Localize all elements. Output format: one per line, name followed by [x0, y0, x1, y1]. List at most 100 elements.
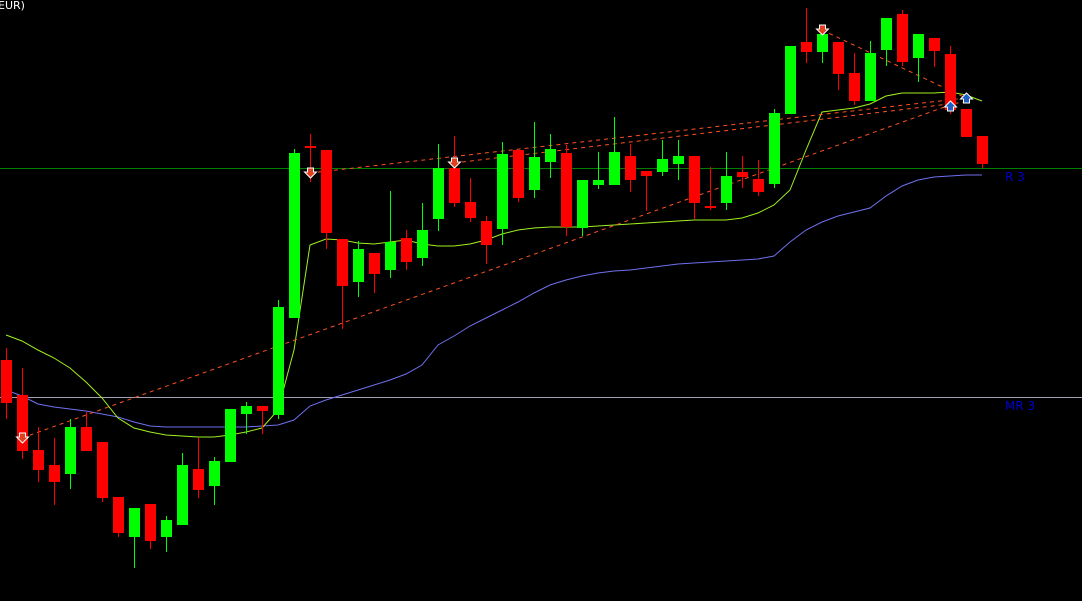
candle-body	[865, 53, 876, 101]
candle-bullish	[161, 516, 172, 552]
candle-body	[385, 242, 396, 270]
candle-body	[161, 520, 172, 537]
candle-body	[81, 427, 92, 451]
arrow-down-icon	[15, 432, 30, 444]
candle-body	[801, 42, 812, 52]
candle-bullish	[129, 508, 140, 568]
candle-bullish	[417, 203, 428, 266]
candle-body	[945, 54, 956, 110]
candle-bearish	[145, 504, 156, 549]
candle-bullish	[673, 140, 684, 180]
candle-bearish	[369, 253, 380, 293]
candle-bearish	[113, 497, 124, 537]
candle-body	[417, 230, 428, 258]
candle-body	[17, 395, 28, 451]
candle-bullish	[289, 149, 300, 318]
candle-body	[305, 146, 316, 148]
candle-bearish	[705, 167, 716, 210]
arrow-up-icon	[959, 92, 974, 104]
candle-bullish	[497, 142, 508, 245]
arrow-down-icon	[303, 167, 318, 179]
candle-body	[353, 249, 364, 282]
candle-body	[913, 34, 924, 58]
candle-bearish	[561, 145, 572, 236]
candle-body	[113, 497, 124, 533]
candle-bearish	[49, 438, 60, 505]
candle-body	[33, 450, 44, 470]
candle-bearish	[97, 442, 108, 502]
candle-bearish	[961, 109, 972, 137]
moving-average-fast	[5, 91, 983, 438]
candle-bullish	[785, 46, 796, 114]
candle-body	[1, 360, 12, 403]
candle-bullish	[385, 191, 396, 278]
candle-body	[145, 504, 156, 541]
candle-bullish	[577, 180, 588, 236]
candle-body	[497, 154, 508, 229]
candle-body	[721, 176, 732, 203]
candle-bullish	[769, 109, 780, 188]
candle-bearish	[737, 156, 748, 188]
candle-bearish	[193, 438, 204, 498]
candle-body	[753, 179, 764, 192]
candle-bullish	[353, 241, 364, 297]
candle-body	[513, 150, 524, 198]
candle-bullish	[241, 402, 252, 434]
candle-body	[625, 156, 636, 180]
candle-bullish	[433, 144, 444, 231]
candle-body	[481, 221, 492, 245]
candle-bullish	[609, 117, 620, 185]
candle-bearish	[337, 239, 348, 329]
candle-body	[849, 73, 860, 101]
candle-bullish	[657, 140, 668, 176]
arrow-down-icon	[815, 24, 830, 36]
candle-body	[561, 153, 572, 227]
candle-body	[529, 157, 540, 190]
candle-body	[545, 149, 556, 162]
candle-body	[705, 206, 716, 208]
candle-bearish	[33, 427, 44, 482]
candle-body	[369, 253, 380, 274]
candle-body	[689, 156, 700, 203]
candle-bearish	[929, 38, 940, 67]
candle-bearish	[321, 150, 332, 249]
candle-body	[433, 168, 444, 219]
candle-body	[785, 46, 796, 114]
candle-body	[97, 442, 108, 498]
chart-window-title: EUR)	[0, 0, 25, 12]
candle-body	[209, 461, 220, 486]
candle-bullish	[865, 41, 876, 101]
candle-bullish	[545, 134, 556, 178]
candle-body	[641, 171, 652, 176]
candle-bearish	[801, 8, 812, 63]
candle-bearish	[465, 178, 476, 222]
candle-body	[833, 42, 844, 74]
candle-bearish	[401, 230, 412, 270]
arrow-down-icon	[447, 157, 462, 169]
candle-bullish	[225, 409, 236, 462]
candle-body	[817, 34, 828, 52]
candle-body	[49, 465, 60, 482]
candle-bullish	[209, 457, 220, 505]
candle-bearish	[849, 53, 860, 105]
candle-body	[737, 172, 748, 177]
candle-body	[193, 469, 204, 490]
candle-bullish	[273, 300, 284, 419]
candle-body	[129, 508, 140, 537]
level-label: MR 3	[1005, 399, 1035, 413]
candle-body	[929, 38, 940, 51]
candle-bearish	[513, 150, 524, 202]
arrow-up-icon	[943, 100, 958, 112]
candle-bearish	[1, 348, 12, 419]
candle-body	[881, 18, 892, 50]
candle-bearish	[753, 160, 764, 196]
candle-bearish	[977, 136, 988, 168]
trendline	[821, 29, 967, 99]
candle-bullish	[529, 122, 540, 198]
candle-bearish	[17, 368, 28, 459]
candle-body	[465, 202, 476, 218]
candle-body	[449, 168, 460, 203]
candle-bullish	[913, 34, 924, 82]
candle-body	[241, 406, 252, 414]
